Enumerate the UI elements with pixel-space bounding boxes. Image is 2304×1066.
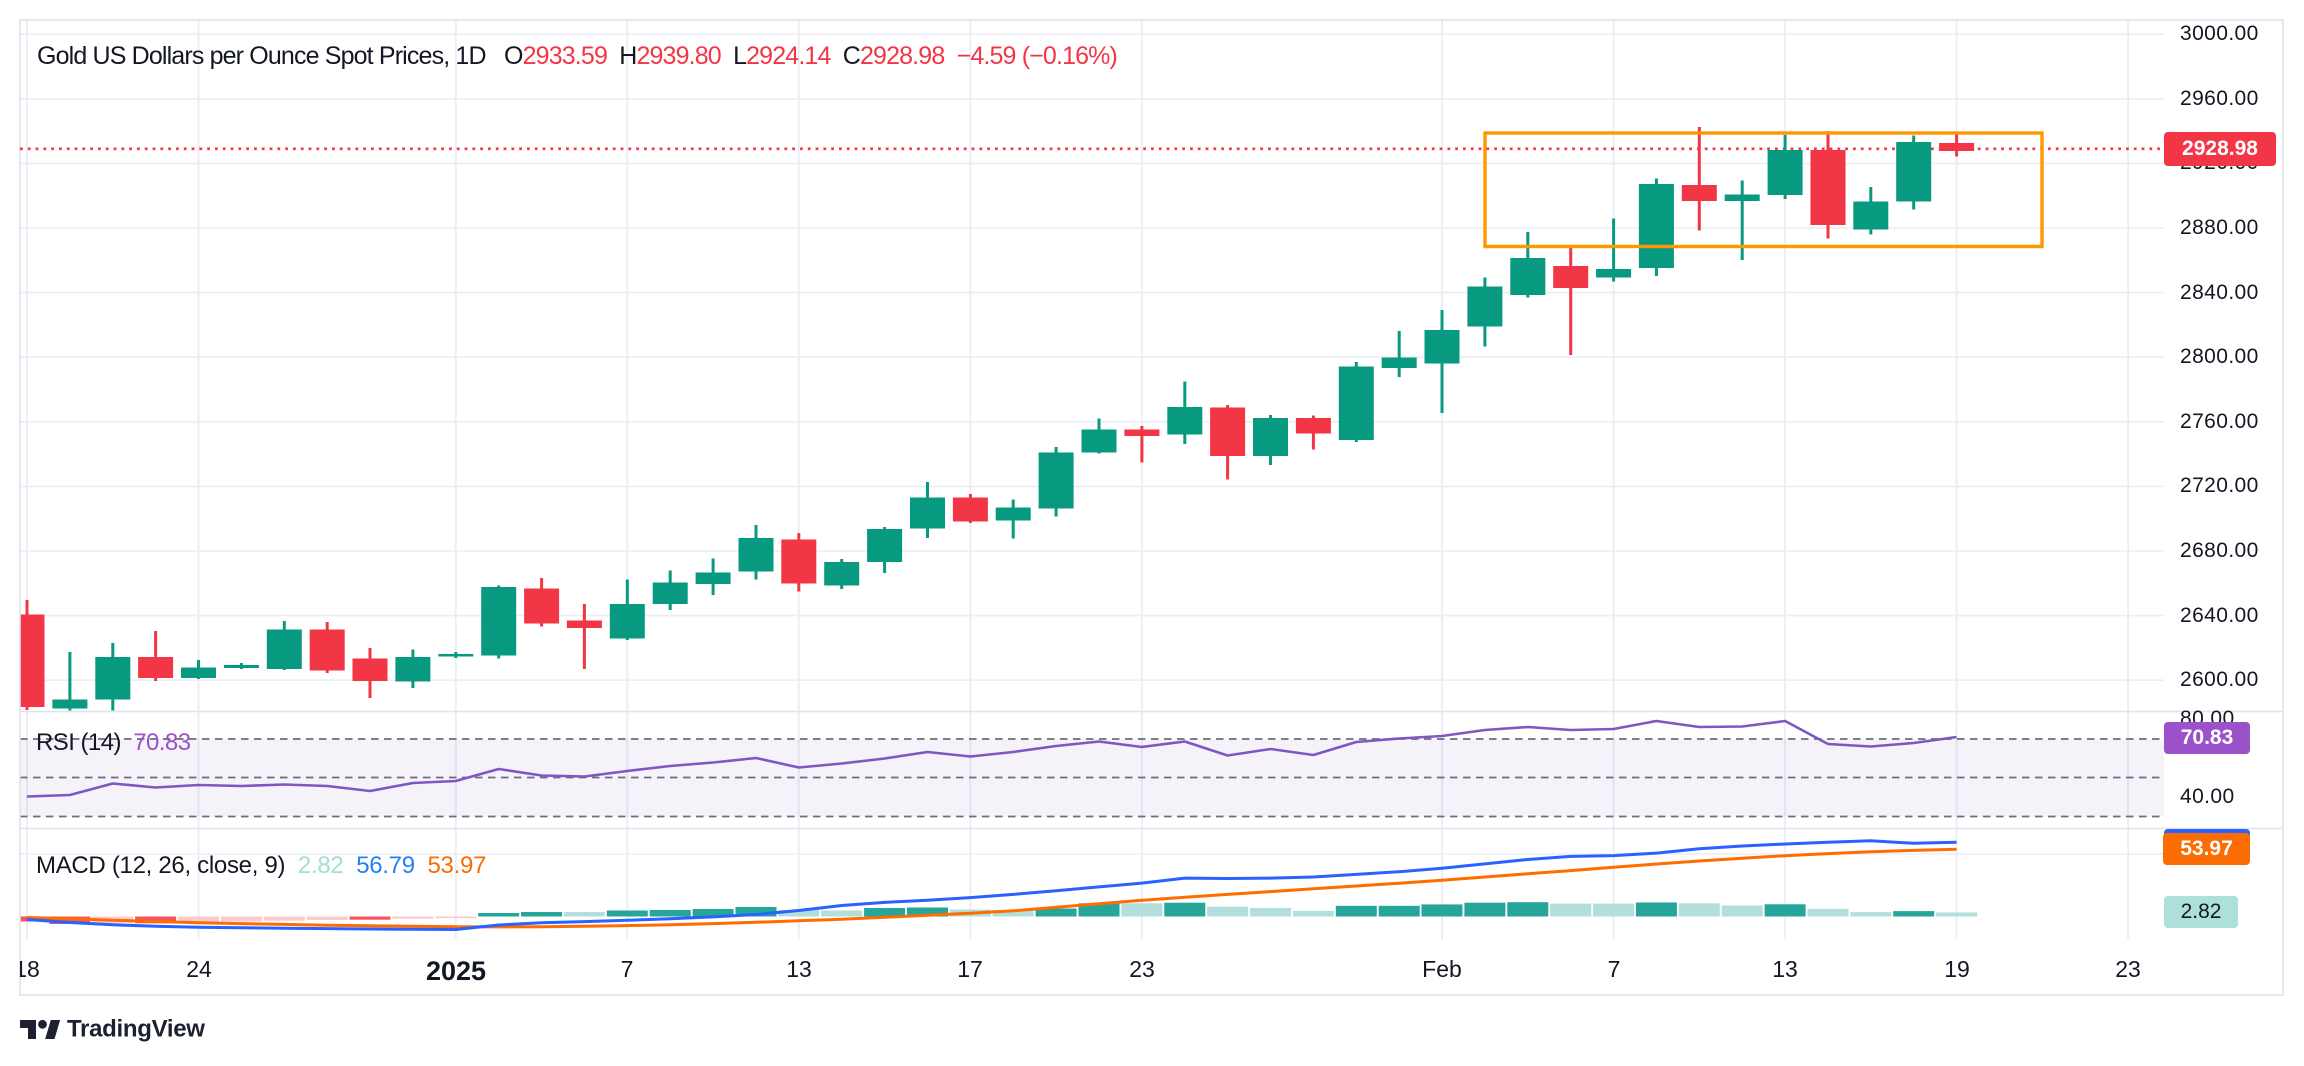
svg-text:TradingView: TradingView xyxy=(67,1016,205,1043)
